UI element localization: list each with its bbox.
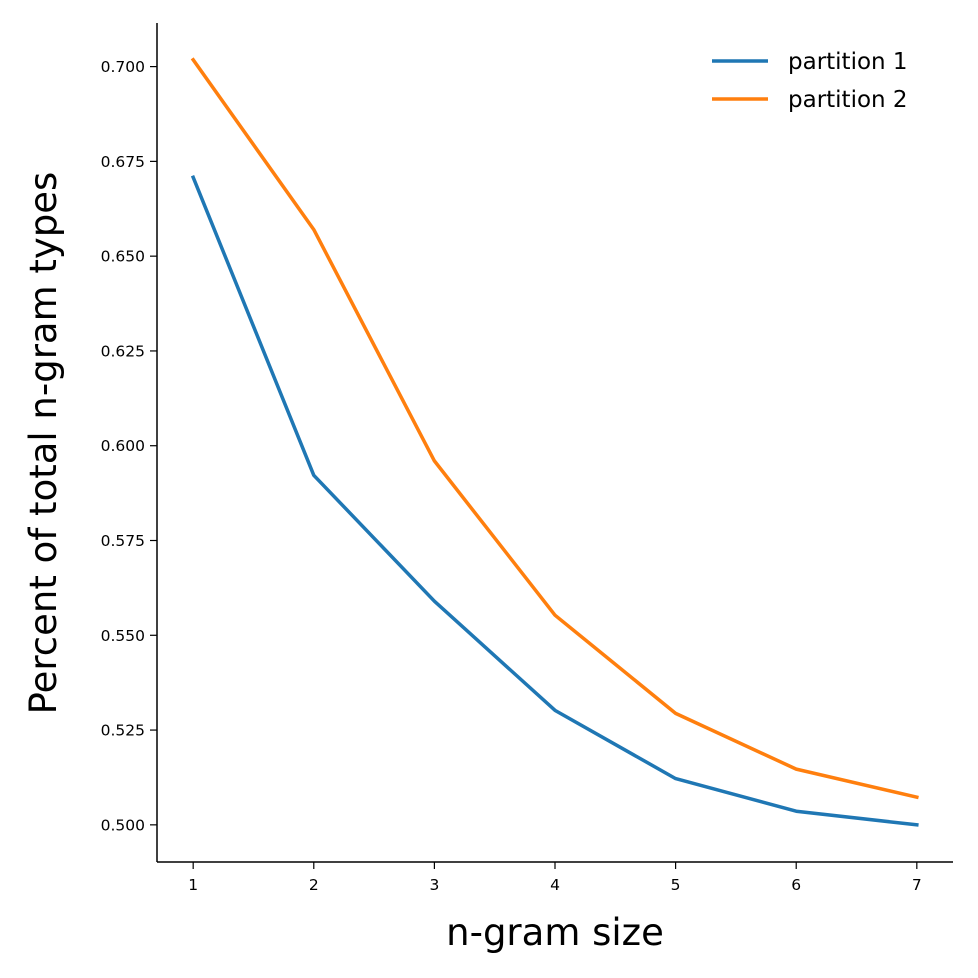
y-tick-label: 0.625	[101, 342, 145, 360]
y-tick-label: 0.500	[101, 816, 145, 834]
y-tick-label: 0.550	[101, 627, 145, 645]
x-axis-label: n-gram size	[446, 911, 664, 954]
series-line-partition-2	[190, 57, 919, 800]
series-line-partition-1	[190, 175, 919, 827]
x-tick-label: 6	[791, 876, 801, 894]
axes	[156, 23, 953, 863]
y-tick-label: 0.575	[101, 532, 145, 550]
y-tick-label: 0.600	[101, 437, 145, 455]
x-tick-label: 2	[309, 876, 319, 894]
series	[190, 57, 919, 827]
y-tick-label: 0.650	[101, 248, 145, 266]
x-tick-label: 5	[671, 876, 681, 894]
x-tick-label: 7	[912, 876, 922, 894]
ticks: 1 2 3 4 5 6 7 0.500 0.525 0.550 0.575 0.600 0.625 0.6…	[101, 58, 922, 894]
x-tick-label: 4	[550, 876, 560, 894]
x-tick-label: 3	[429, 876, 439, 894]
legend: partition 1 partition 2	[712, 49, 908, 113]
x-tick-label: 1	[188, 876, 198, 894]
y-axis-label: Percent of total n-gram types	[22, 172, 65, 715]
y-tick-label: 0.700	[101, 58, 145, 76]
legend-label: partition 1	[788, 49, 908, 75]
y-tick-label: 0.525	[101, 722, 145, 740]
y-tick-label: 0.675	[101, 153, 145, 171]
legend-label: partition 2	[788, 87, 908, 113]
